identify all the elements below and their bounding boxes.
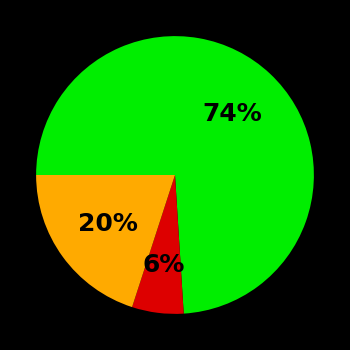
Text: 20%: 20%	[78, 212, 138, 236]
Wedge shape	[36, 175, 175, 307]
Wedge shape	[36, 36, 314, 314]
Text: 74%: 74%	[202, 102, 262, 126]
Wedge shape	[132, 175, 184, 314]
Text: 6%: 6%	[142, 253, 185, 276]
